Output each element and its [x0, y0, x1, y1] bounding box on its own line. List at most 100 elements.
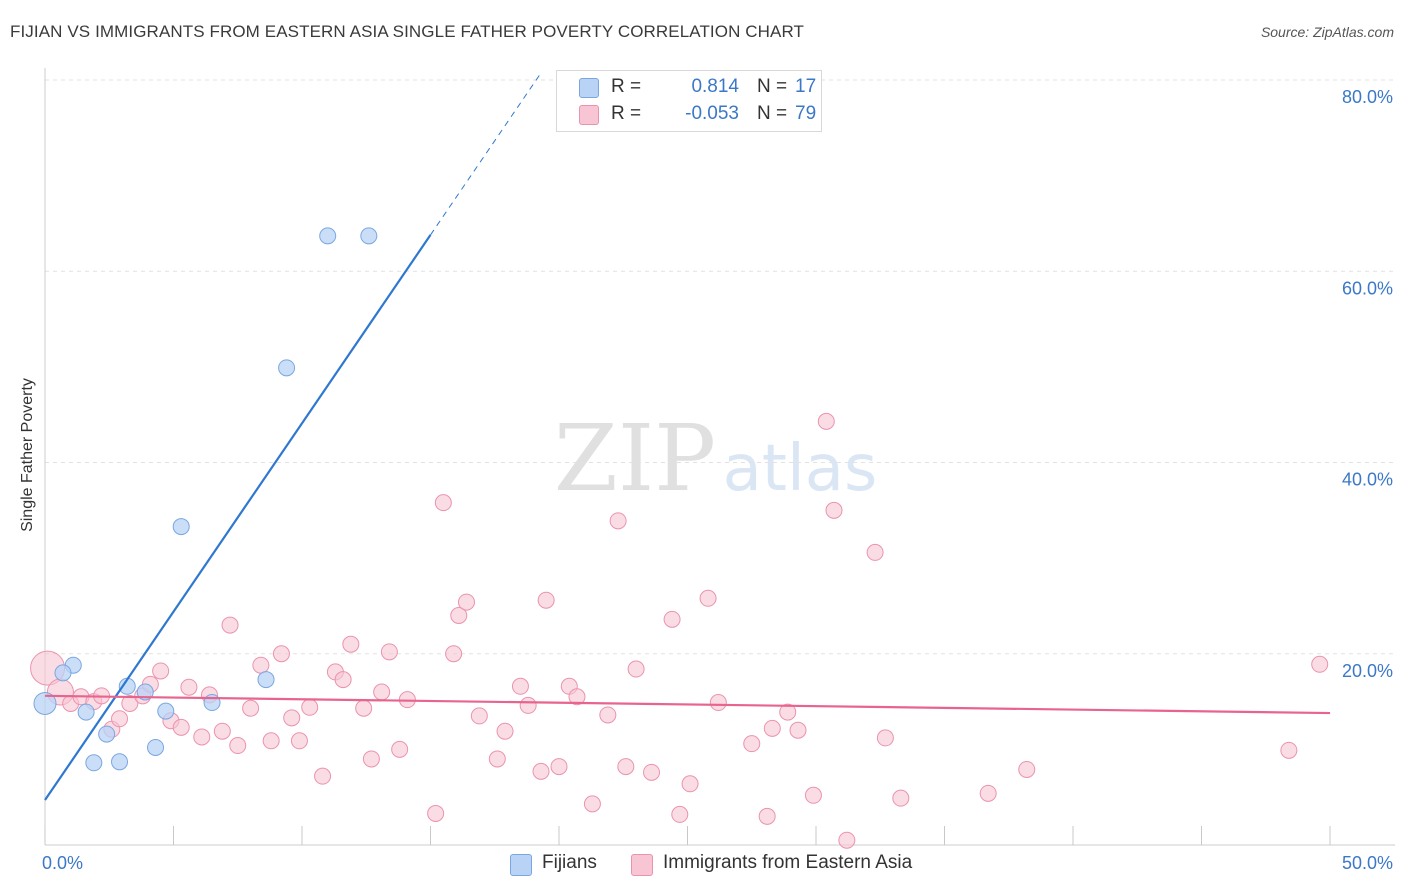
data-point-eastern-asia — [519, 696, 537, 714]
legend-r-value: -0.053 — [685, 103, 739, 124]
data-point-eastern-asia — [290, 732, 308, 750]
trend-line-fijians — [44, 234, 432, 801]
y-axis-tick-labels: 20.0% 40.0% 60.0% 80.0% — [1342, 87, 1393, 681]
data-point-eastern-asia — [979, 784, 997, 802]
data-point-eastern-asia — [699, 589, 717, 607]
axes — [44, 68, 1395, 846]
legend-r-value: 0.814 — [691, 76, 739, 97]
series-fijians — [33, 227, 378, 772]
data-point-fijians — [98, 725, 116, 743]
data-point-fijians — [54, 664, 72, 682]
data-point-eastern-asia — [609, 512, 627, 530]
data-point-eastern-asia — [283, 709, 301, 727]
data-point-eastern-asia — [532, 762, 550, 780]
data-point-eastern-asia — [643, 763, 661, 781]
data-point-eastern-asia — [550, 758, 568, 776]
gridlines — [45, 79, 1395, 655]
data-point-fijians — [257, 671, 275, 689]
data-point-eastern-asia — [789, 721, 807, 739]
correlation-legend: R = 0.814 N = 17 R = -0.053 N = 79 — [556, 70, 822, 132]
data-point-eastern-asia — [229, 737, 247, 755]
legend-n-value: 79 — [795, 103, 817, 124]
chart-source: Source: ZipAtlas.com — [1260, 24, 1394, 40]
y-tick-label: 60.0% — [1342, 278, 1393, 298]
data-point-eastern-asia — [152, 662, 170, 680]
data-point-eastern-asia — [1280, 741, 1298, 759]
data-point-eastern-asia — [301, 698, 319, 716]
data-point-eastern-asia — [892, 789, 910, 807]
data-point-eastern-asia — [496, 722, 514, 740]
data-point-eastern-asia — [470, 707, 488, 725]
data-point-eastern-asia — [172, 718, 190, 736]
data-point-eastern-asia — [221, 616, 239, 634]
data-point-eastern-asia — [743, 735, 761, 753]
series-legend: Fijians Immigrants from Eastern Asia — [0, 852, 1406, 878]
y-tick-label: 20.0% — [1342, 661, 1393, 681]
data-point-eastern-asia — [866, 543, 884, 561]
data-point-fijians — [136, 683, 154, 701]
data-point-eastern-asia — [511, 677, 529, 695]
data-point-eastern-asia — [838, 831, 856, 849]
data-point-fijians — [111, 753, 129, 771]
data-point-eastern-asia — [434, 494, 452, 512]
series-immigrants-eastern-asia — [30, 412, 1329, 849]
data-point-eastern-asia — [355, 699, 373, 717]
data-point-eastern-asia — [568, 688, 586, 706]
data-point-eastern-asia — [121, 694, 139, 712]
data-point-eastern-asia — [681, 775, 699, 793]
y-tick-label: 40.0% — [1342, 470, 1393, 490]
legend-swatch-eastern-asia — [631, 854, 653, 876]
data-point-eastern-asia — [488, 750, 506, 768]
data-point-eastern-asia — [427, 804, 445, 822]
trend-lines — [44, 72, 1331, 801]
data-point-eastern-asia — [314, 767, 332, 785]
data-point-eastern-asia — [391, 740, 409, 758]
data-point-eastern-asia — [599, 706, 617, 724]
legend-label-fijians: Fijians — [542, 852, 597, 873]
legend-swatch-fijians — [579, 78, 599, 98]
data-point-eastern-asia — [758, 807, 776, 825]
data-point-eastern-asia — [180, 678, 198, 696]
data-point-eastern-asia — [617, 758, 635, 776]
legend-n-label: N = — [757, 76, 788, 97]
legend-label-eastern-asia: Immigrants from Eastern Asia — [663, 852, 913, 873]
data-point-fijians — [85, 754, 103, 772]
data-point-eastern-asia — [272, 645, 290, 663]
data-point-eastern-asia — [445, 645, 463, 663]
x-tick-label: 50.0% — [1342, 853, 1393, 873]
data-point-eastern-asia — [817, 412, 835, 430]
data-point-eastern-asia — [213, 722, 231, 740]
y-tick-label: 80.0% — [1342, 87, 1393, 107]
data-point-eastern-asia — [671, 805, 689, 823]
data-point-eastern-asia — [262, 732, 280, 750]
data-point-eastern-asia — [362, 750, 380, 768]
data-point-eastern-asia — [450, 607, 468, 624]
data-point-eastern-asia — [457, 593, 475, 611]
legend-swatch-fijians — [510, 854, 532, 876]
data-point-eastern-asia — [876, 729, 894, 747]
data-point-fijians — [33, 691, 57, 715]
trend-line-fijians-extension — [430, 72, 542, 236]
x-tick-label: 0.0% — [42, 853, 83, 873]
data-point-eastern-asia — [804, 786, 822, 804]
watermark-atlas: atlas — [723, 432, 878, 506]
watermark: ZIP atlas — [554, 405, 877, 512]
legend-n-value: 17 — [795, 76, 817, 97]
data-point-eastern-asia — [252, 656, 270, 674]
data-point-fijians — [147, 738, 165, 756]
data-point-fijians — [319, 227, 337, 245]
data-point-fijians — [278, 359, 296, 377]
data-point-eastern-asia — [1311, 655, 1329, 673]
data-point-eastern-asia — [663, 610, 681, 628]
legend-n-label: N = — [757, 103, 788, 124]
data-point-fijians — [360, 227, 378, 245]
data-point-eastern-asia — [193, 728, 211, 746]
data-point-eastern-asia — [627, 660, 645, 678]
data-point-eastern-asia — [779, 703, 797, 721]
data-point-eastern-asia — [1018, 760, 1036, 778]
data-point-fijians — [172, 518, 190, 536]
data-point-eastern-asia — [373, 683, 391, 701]
data-point-eastern-asia — [537, 591, 555, 609]
trend-line-eastern-asia — [44, 694, 1331, 715]
data-point-eastern-asia — [334, 671, 352, 689]
